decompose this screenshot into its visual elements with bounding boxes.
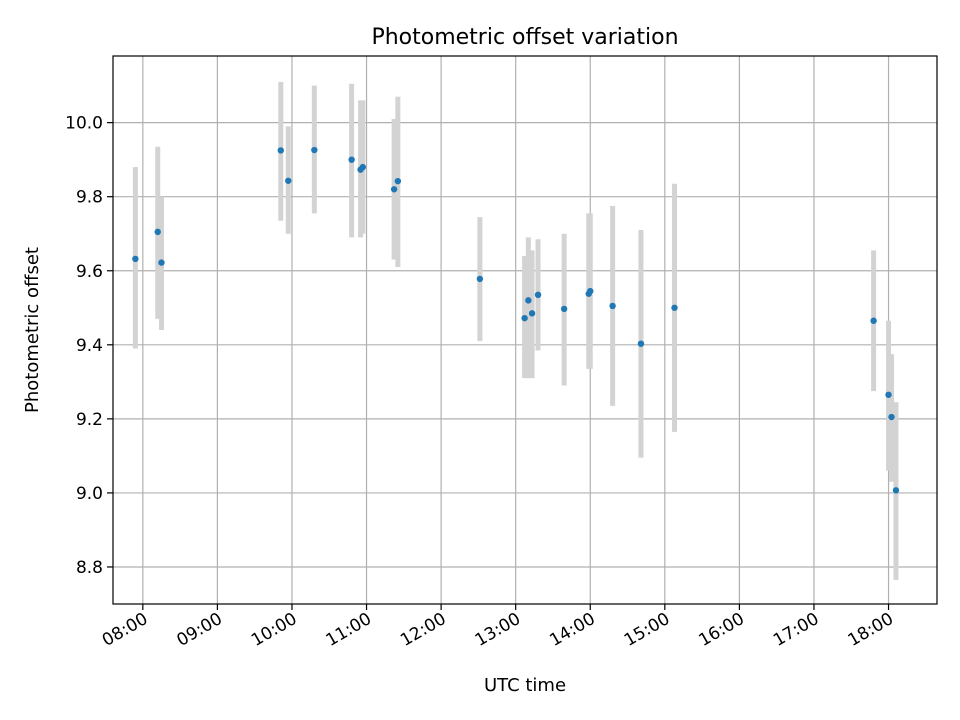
data-point bbox=[154, 228, 161, 236]
data-points bbox=[132, 146, 900, 494]
data-point bbox=[277, 147, 284, 154]
y-tick-label: 9.0 bbox=[76, 484, 103, 504]
data-point bbox=[525, 297, 532, 304]
data-point bbox=[892, 487, 900, 494]
y-tick-label: 9.8 bbox=[76, 188, 103, 208]
y-tick-label: 9.2 bbox=[76, 410, 103, 430]
data-point bbox=[390, 186, 398, 193]
x-axis-label: UTC time bbox=[484, 675, 566, 696]
data-point bbox=[132, 255, 139, 263]
data-point bbox=[637, 340, 645, 347]
data-point bbox=[528, 310, 536, 317]
data-point bbox=[158, 259, 165, 266]
grid bbox=[113, 56, 937, 604]
data-point bbox=[534, 291, 542, 299]
data-point bbox=[888, 413, 895, 421]
data-point bbox=[560, 305, 568, 313]
y-axis-label: Photometric offset bbox=[22, 247, 43, 413]
chart-title: Photometric offset variation bbox=[371, 25, 678, 50]
plot-frame bbox=[112, 55, 938, 605]
data-point bbox=[476, 275, 484, 283]
y-tick-label: 9.4 bbox=[76, 336, 103, 356]
data-point bbox=[285, 177, 292, 184]
data-point bbox=[870, 317, 877, 324]
data-point bbox=[885, 391, 892, 398]
data-point bbox=[394, 177, 402, 185]
data-point bbox=[359, 163, 367, 171]
y-tick-label: 9.6 bbox=[76, 262, 103, 282]
data-point bbox=[521, 314, 528, 322]
data-point bbox=[348, 156, 355, 163]
data-point bbox=[671, 304, 678, 311]
data-point bbox=[609, 302, 616, 310]
y-axis-ticks: 8.8 9.0 9.2 9.4 9.6 9.8 10.0 bbox=[65, 114, 113, 578]
y-tick-label: 10.0 bbox=[65, 114, 103, 134]
y-tick-label: 8.8 bbox=[76, 558, 103, 578]
data-point bbox=[587, 287, 594, 295]
data-point bbox=[311, 146, 318, 154]
